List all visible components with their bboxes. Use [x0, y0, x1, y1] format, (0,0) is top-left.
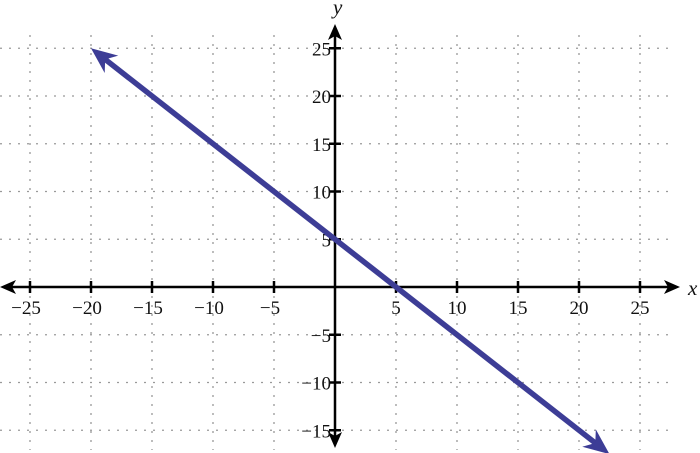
x-tick-label: −10 — [194, 298, 224, 319]
series-arrow-end — [582, 429, 609, 453]
x-tick-label: −5 — [260, 298, 280, 319]
y-axis-label: y — [331, 0, 343, 19]
x-tick-label: 25 — [631, 298, 650, 319]
x-tick-label: 15 — [509, 298, 528, 319]
series-line — [101, 55, 599, 447]
y-tick-label: −15 — [301, 421, 331, 442]
x-tick-label: −20 — [72, 298, 102, 319]
ticks: −25 −20 −15 −10 −5 5 10 15 20 25 −15 −10 −5 5 10 15 20 25 — [11, 39, 649, 442]
y-tick-label: 15 — [312, 135, 331, 156]
y-axis-arrow-down — [328, 432, 342, 448]
y-tick-label: 25 — [312, 39, 331, 60]
y-tick-label: 5 — [322, 230, 332, 251]
x-tick-label: 20 — [570, 298, 589, 319]
y-axis-arrow-up — [328, 24, 342, 40]
x-tick-label: 10 — [448, 298, 467, 319]
y-tick-label: 20 — [312, 87, 331, 108]
x-tick-label: 5 — [391, 298, 401, 319]
x-axis-arrow-left — [0, 280, 16, 294]
y-tick-label: 10 — [312, 183, 331, 204]
x-axis-arrow-right — [664, 280, 680, 294]
x-axis-label: x — [687, 276, 698, 300]
series-arrow-start — [91, 48, 119, 73]
y-tick-label: −10 — [301, 374, 331, 395]
series — [91, 48, 609, 453]
axes — [0, 24, 680, 448]
y-tick-label: −5 — [311, 326, 331, 347]
x-tick-label: −25 — [11, 298, 41, 319]
x-tick-label: −15 — [133, 298, 163, 319]
